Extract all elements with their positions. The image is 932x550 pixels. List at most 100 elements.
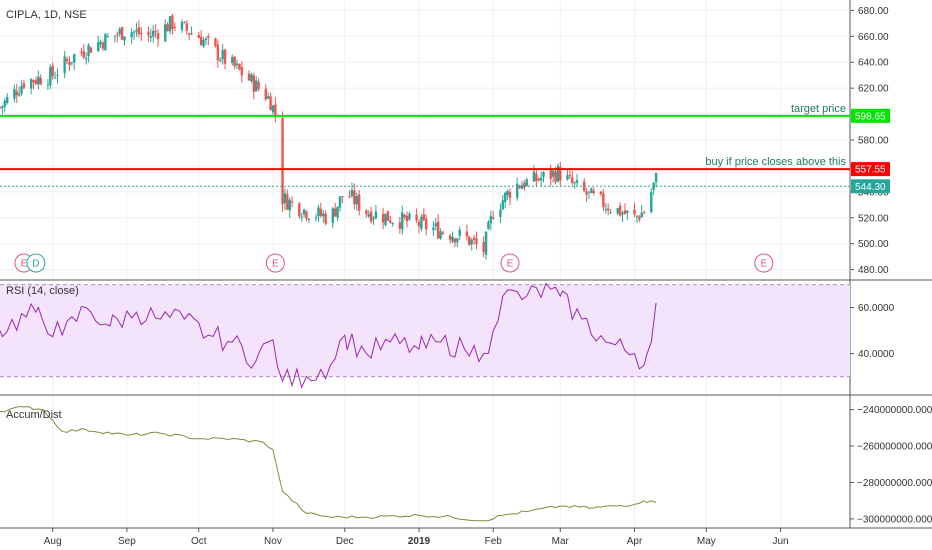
candle-body bbox=[104, 34, 107, 51]
x-tick-label: 2019 bbox=[408, 536, 431, 547]
candle-body bbox=[508, 191, 512, 199]
candle-body bbox=[633, 209, 636, 215]
level-line-label: target price bbox=[791, 103, 846, 115]
price-badge bbox=[851, 179, 890, 194]
candle-body bbox=[233, 56, 236, 67]
candle-body bbox=[554, 171, 557, 182]
candle-body bbox=[472, 237, 476, 240]
candle-body bbox=[537, 178, 540, 181]
candle-body bbox=[475, 238, 478, 244]
candle-body bbox=[609, 211, 612, 213]
x-tick-label: Sep bbox=[118, 536, 136, 547]
candle-body bbox=[135, 29, 138, 32]
price-pane-title: CIPLA, 1D, NSE bbox=[6, 9, 87, 21]
candle-body bbox=[101, 42, 105, 49]
candle-body bbox=[305, 211, 308, 219]
price-badge bbox=[851, 108, 890, 123]
candle-body bbox=[470, 239, 473, 245]
candle-body bbox=[482, 242, 485, 253]
candle-body bbox=[13, 88, 16, 99]
candle-body bbox=[17, 93, 21, 96]
candle-body bbox=[499, 209, 502, 217]
candle-body bbox=[34, 80, 38, 84]
y-tick-label: 500.00 bbox=[858, 239, 889, 250]
candle-body bbox=[520, 185, 524, 190]
candle-body bbox=[367, 214, 370, 217]
candle-body bbox=[549, 169, 552, 179]
candle-body bbox=[640, 212, 643, 218]
candle-body bbox=[264, 88, 267, 100]
candle-body bbox=[621, 212, 624, 215]
candle-body bbox=[515, 183, 519, 198]
candle-body bbox=[566, 175, 569, 180]
candle-body bbox=[456, 238, 459, 243]
candle-body bbox=[37, 76, 40, 85]
candle-body bbox=[556, 165, 560, 182]
y-tick-label: −260000000.0000 bbox=[857, 442, 932, 453]
candle-body bbox=[39, 77, 42, 85]
candle-body bbox=[173, 26, 176, 29]
candle-body bbox=[290, 201, 294, 203]
candle-body bbox=[73, 54, 76, 63]
candle-body bbox=[353, 190, 356, 205]
candle-body bbox=[32, 79, 35, 83]
candle-body bbox=[504, 192, 507, 203]
candle-body bbox=[283, 193, 287, 204]
candle-body bbox=[288, 199, 291, 211]
candle-body bbox=[374, 211, 378, 219]
candle-body bbox=[626, 210, 629, 213]
candle-body bbox=[415, 214, 418, 221]
candle-body bbox=[405, 215, 409, 222]
candle-body bbox=[106, 36, 109, 38]
event-marker bbox=[26, 253, 46, 273]
candle-body bbox=[334, 208, 337, 217]
candle-body bbox=[164, 24, 167, 42]
candle-body bbox=[492, 217, 495, 219]
candle-body bbox=[216, 44, 220, 61]
candle-body bbox=[281, 117, 284, 205]
candle-body bbox=[80, 52, 83, 54]
candle-body bbox=[592, 190, 596, 194]
candle-body bbox=[314, 217, 318, 219]
candle-body bbox=[49, 67, 52, 86]
candle-body bbox=[417, 221, 421, 227]
y-tick-label: 520.00 bbox=[858, 213, 889, 224]
event-marker-label: E bbox=[272, 259, 279, 270]
candle-body bbox=[389, 220, 392, 223]
candle-body bbox=[369, 211, 373, 222]
candle-body bbox=[202, 39, 205, 47]
x-tick-label: Jun bbox=[773, 536, 789, 547]
candle-body bbox=[207, 36, 210, 38]
candle-body bbox=[642, 212, 646, 214]
candle-body bbox=[1, 106, 4, 108]
candle-body bbox=[401, 212, 404, 230]
candle-body bbox=[271, 105, 275, 113]
candle-body bbox=[22, 83, 26, 88]
y-tick-label: 640.00 bbox=[858, 58, 889, 69]
candle-body bbox=[0, 107, 2, 109]
candle-body bbox=[623, 210, 627, 214]
candle-body bbox=[336, 206, 339, 218]
candle-body bbox=[204, 38, 208, 40]
candle-body bbox=[355, 195, 358, 205]
price-badge-label: 544.30 bbox=[855, 182, 886, 193]
x-tick-label: May bbox=[697, 536, 716, 547]
candle-body bbox=[432, 227, 435, 231]
candle-body bbox=[152, 30, 155, 37]
candle-body bbox=[590, 188, 593, 194]
candle-body bbox=[384, 213, 387, 226]
candle-body bbox=[187, 33, 191, 35]
candle-body bbox=[96, 42, 100, 51]
candle-body bbox=[15, 91, 18, 96]
rsi-line bbox=[0, 282, 657, 389]
candle-body bbox=[250, 74, 253, 82]
candle-body bbox=[585, 191, 588, 195]
event-marker-label: E bbox=[760, 259, 767, 270]
candle-body bbox=[618, 205, 622, 216]
candle-body bbox=[302, 209, 306, 215]
candle-body bbox=[46, 84, 50, 86]
candle-body bbox=[341, 196, 344, 198]
price-badge-label: 598.65 bbox=[855, 111, 886, 122]
